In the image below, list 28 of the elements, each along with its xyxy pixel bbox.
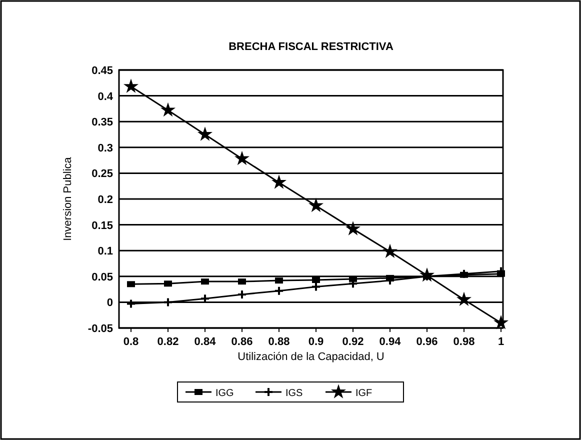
- y-axis-title: Inversion Publica: [62, 156, 74, 241]
- legend-label: IGF: [356, 388, 372, 399]
- x-tick-label: 0.86: [231, 336, 253, 348]
- y-tick-label: 0.15: [92, 220, 113, 232]
- x-tick-label: 1: [498, 336, 504, 348]
- y-tick-label: 0.05: [92, 271, 113, 284]
- x-tick-label: 0.82: [157, 336, 179, 348]
- legend-label: IGG: [216, 388, 234, 399]
- chart-title: BRECHA FISCAL RESTRICTIVA: [228, 41, 394, 53]
- x-tick-label: 0.92: [342, 336, 364, 348]
- legend-label: IGS: [286, 388, 304, 399]
- x-tick-label: 0.98: [453, 336, 475, 348]
- y-tick-label: 0: [106, 297, 113, 310]
- y-tick-label: 0.2: [98, 194, 113, 206]
- x-tick-label: 0.9: [308, 336, 324, 348]
- y-tick-label: 0.4: [98, 90, 114, 103]
- y-tick-label: 0.1: [98, 246, 113, 258]
- x-tick-label: 0.96: [416, 336, 438, 348]
- x-axis-title: Utilización de la Capacidad, U: [238, 351, 384, 363]
- x-tick-label: 0.8: [123, 336, 139, 348]
- y-tick-label: 0.35: [92, 116, 113, 129]
- x-tick-label: 0.84: [194, 336, 217, 348]
- x-tick-label: 0.88: [268, 336, 290, 348]
- y-tick-label: 0.45: [92, 65, 113, 77]
- y-tick-label: 0.3: [98, 142, 113, 154]
- x-tick-label: 0.94: [379, 336, 402, 348]
- y-tick-label: -0.05: [88, 323, 113, 335]
- y-tick-label: 0.25: [92, 168, 113, 180]
